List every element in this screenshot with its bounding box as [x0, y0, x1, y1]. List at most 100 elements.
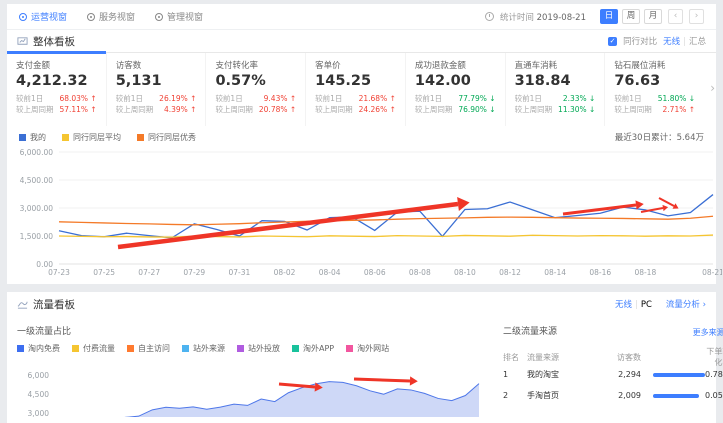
traffic-analysis-link[interactable]: 流量分析 ›: [665, 300, 706, 310]
peer-compare-label: 同行对比: [623, 37, 658, 47]
scope-PC[interactable]: PC: [640, 300, 652, 310]
traffic-body: 一级流量占比 淘内免费 付费流量 自主访问 站外来源 站外投放 淘外APP 淘外网站 6,0…: [7, 316, 723, 423]
metric-card-6[interactable]: 直通车消耗 318.84 较前1日 2.33% ↓ 较上周同期 11.30% ↓: [504, 53, 605, 126]
legend-label: 站外来源: [193, 343, 225, 353]
delta-label: 较上周同期: [614, 105, 652, 114]
metric-delta: 较前1日 21.68% ↑: [315, 93, 396, 104]
legend-item-自主访问[interactable]: 自主访问: [127, 343, 170, 354]
delta-value: 4.39% ↑: [163, 105, 197, 114]
metric-value: 4,212.32: [16, 73, 88, 89]
scope-无线[interactable]: 无线: [614, 300, 632, 310]
delta-label: 较上周同期: [115, 105, 154, 114]
peer-compare-checkbox[interactable]: ✓: [608, 36, 618, 46]
top-bar: 运营视窗 服务视窗 管理视窗 统计时间 2019-08-21 日周月 ‹ ›: [7, 4, 716, 30]
legend-label: 站外投放: [248, 343, 280, 353]
delta-value: 57.11% ↑: [59, 105, 97, 114]
next-day-button[interactable]: ›: [689, 9, 704, 24]
metric-cards: 支付金额 4,212.32 较前1日 68.03% ↑ 较上周同期 57.11% ↑ 访客数…: [7, 51, 716, 126]
tab-3[interactable]: 管理视窗: [155, 10, 203, 23]
tab-label: 服务视窗: [99, 13, 136, 23]
legend-item-站外投放[interactable]: 站外投放: [237, 343, 280, 354]
svg-text:1,500.00: 1,500.00: [20, 232, 54, 241]
more-metrics-button[interactable]: ›: [710, 81, 715, 95]
svg-text:07-23: 07-23: [48, 268, 70, 277]
delta-value: 76.90% ↓: [458, 105, 496, 114]
traffic-share-title: 一级流量占比: [17, 327, 72, 337]
annotation-arrow-head: [457, 197, 470, 211]
metric-delta: 较上周同期 24.26% ↑: [315, 104, 396, 115]
overview-chart-wrap: 6,000.00 4,500.00 3,000.00 1,500.00 0.00 07-2…: [7, 148, 723, 282]
stat-date: 2019-08-21: [536, 12, 586, 23]
delta-label: 较前1日: [16, 94, 44, 103]
legend-swatch: [237, 344, 244, 352]
legend-item-我的[interactable]: 我的: [19, 132, 46, 143]
legend-item-淘外APP[interactable]: 淘外APP: [292, 343, 334, 354]
period-日[interactable]: 日: [600, 9, 618, 24]
tab-1[interactable]: 运营视窗: [19, 10, 67, 23]
cell-rank: 1: [503, 370, 509, 379]
cell-source: 我的淘宝: [527, 370, 559, 379]
svg-text:08-12: 08-12: [499, 268, 521, 277]
delta-label: 较前1日: [514, 94, 542, 103]
svg-text:4,500: 4,500: [28, 390, 50, 399]
tab-icon: [19, 12, 27, 21]
more-sources-link[interactable]: 更多来源 ›: [692, 327, 723, 337]
clock-icon: [484, 12, 494, 21]
delta-value: 9.43% ↑: [263, 94, 297, 103]
metric-card-4[interactable]: 客单价 145.25 较前1日 21.68% ↑ 较上周同期 24.26% ↑: [305, 53, 405, 126]
legend-item-淘内免费[interactable]: 淘内免费: [17, 343, 60, 354]
legend-item-付费流量[interactable]: 付费流量: [72, 343, 115, 354]
overview-header: 整体看板 ✓ 同行对比 无线 | 汇总: [7, 30, 716, 52]
annotation-arrow-head: [672, 203, 679, 209]
table-header-cell: 流量来源: [527, 352, 559, 362]
legend-swatch: [127, 344, 134, 352]
metric-title: 钻石展位消耗: [614, 61, 666, 71]
delta-value: 2.33% ↓: [562, 94, 596, 103]
cell-bar: [645, 393, 705, 398]
cell-visitors: 2,009: [618, 391, 641, 400]
scope-汇总[interactable]: 汇总: [688, 37, 706, 47]
svg-text:08-14: 08-14: [544, 268, 566, 277]
legend-label: 付费流量: [83, 343, 115, 353]
delta-value: 77.79% ↓: [458, 94, 496, 103]
legend-item-淘外网站[interactable]: 淘外网站: [346, 343, 389, 354]
tab-icon: [155, 12, 164, 21]
traffic-header: 流量看板 无线 | PC 流量分析 ›: [7, 292, 716, 316]
svg-text:6,000.00: 6,000.00: [20, 148, 54, 157]
legend-swatch: [19, 133, 26, 141]
legend-swatch: [346, 344, 354, 352]
metric-delta: 较上周同期 11.30% ↓: [515, 104, 596, 115]
period-周[interactable]: 周: [622, 9, 640, 24]
tab-label: 运营视窗: [31, 13, 68, 23]
legend-swatch: [137, 133, 144, 141]
prev-day-button[interactable]: ‹: [668, 9, 683, 24]
overview-title: 整体看板: [33, 35, 75, 48]
annotation-arrow: [278, 382, 316, 389]
legend-item-同行同层平均[interactable]: 同行同层平均: [62, 132, 121, 143]
metric-title: 直通车消耗: [514, 61, 558, 71]
metric-title: 支付金额: [16, 61, 51, 71]
metric-card-1[interactable]: 支付金额 4,212.32 较前1日 68.03% ↑ 较上周同期 57.11% ↑: [7, 51, 106, 126]
delta-value: 51.80% ↓: [657, 94, 696, 103]
metric-delta: 较上周同期 57.11% ↑: [16, 104, 97, 115]
legend-item-同行同层优秀[interactable]: 同行同层优秀: [137, 132, 196, 143]
metric-card-7[interactable]: 钻石展位消耗 76.63 较前1日 51.80% ↓ 较上周同期 2.71% ↑: [604, 53, 704, 126]
top-controls: 统计时间 2019-08-21 日周月 ‹ ›: [484, 9, 704, 24]
metric-delta: 较前1日 26.19% ↑: [116, 93, 197, 104]
period-月[interactable]: 月: [644, 9, 662, 24]
metric-card-5[interactable]: 成功退款金额 142.00 较前1日 77.79% ↓ 较上周同期 76.90% ↓: [404, 53, 505, 126]
svg-text:08-04: 08-04: [319, 268, 341, 277]
metric-title: 支付转化率: [215, 61, 258, 71]
metric-card-2[interactable]: 访客数 5,131 较前1日 26.19% ↑ 较上周同期 4.39% ↑: [105, 53, 206, 126]
metric-card-3[interactable]: 支付转化率 0.57% 较前1日 9.43% ↑ 较上周同期 20.78% ↑: [205, 53, 305, 126]
svg-text:08-06: 08-06: [364, 268, 386, 277]
tab-2[interactable]: 服务视窗: [87, 10, 135, 23]
svg-text:0.00: 0.00: [36, 260, 53, 269]
scope-无线[interactable]: 无线: [663, 37, 681, 47]
metric-value: 318.84: [514, 73, 571, 89]
annotation-arrow: [658, 197, 675, 207]
legend-item-站外来源[interactable]: 站外来源: [182, 343, 225, 354]
metric-delta: 较上周同期 4.39% ↑: [116, 104, 197, 115]
